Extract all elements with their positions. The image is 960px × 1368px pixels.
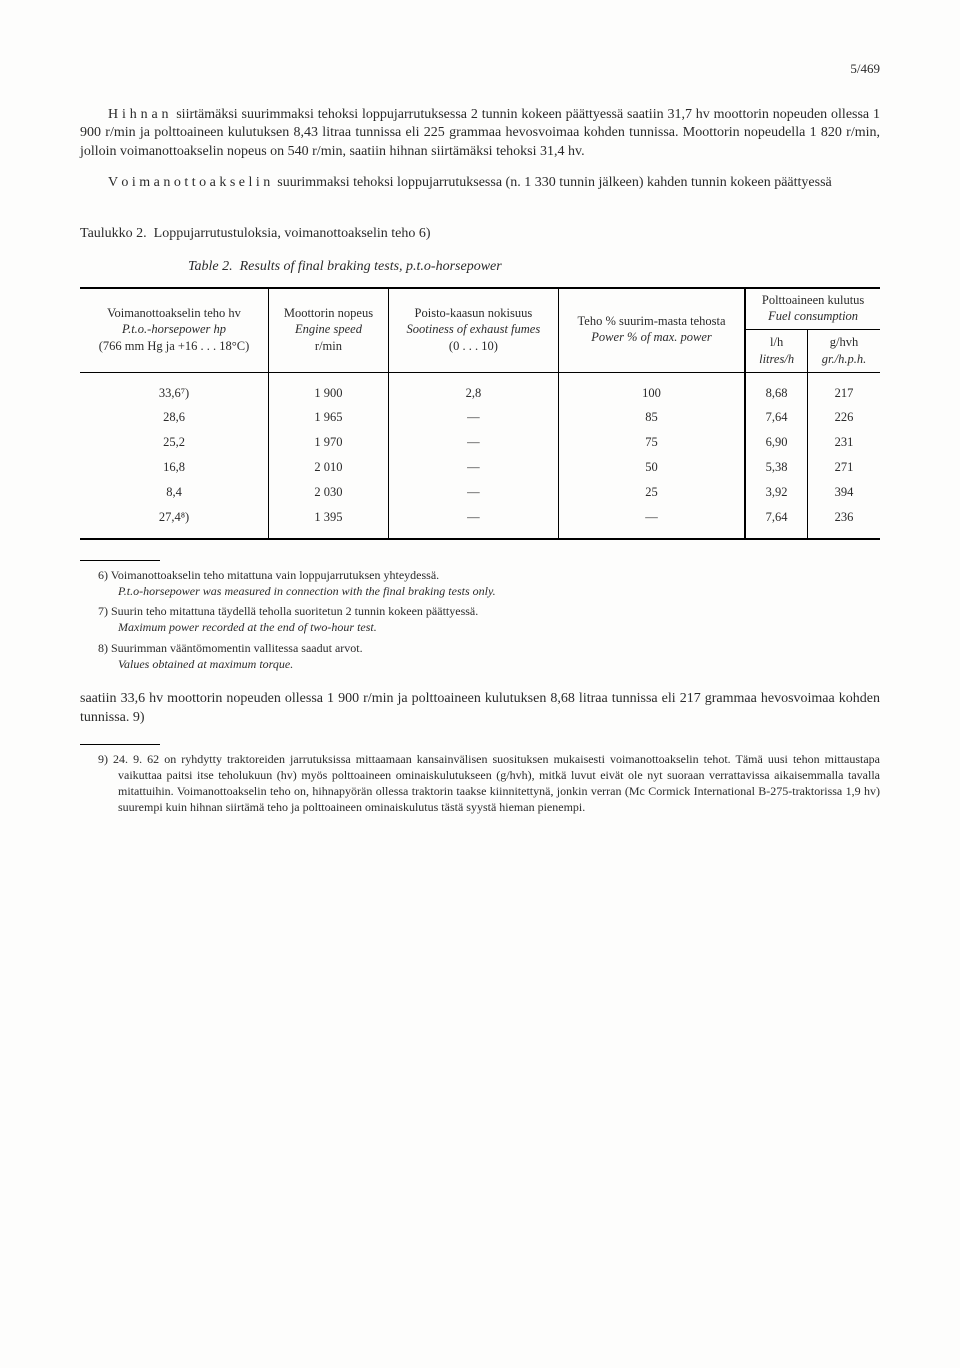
paragraph-3: saatiin 33,6 hv moottorin nopeuden olles…: [80, 690, 880, 728]
hdr-col5-b: Fuel consumption: [754, 308, 872, 325]
table-cell: 2,8: [388, 372, 558, 405]
hdr-col3-b: Sootiness of exhaust fumes: [397, 321, 550, 338]
table-row: 33,6⁷)1 9002,81008,68217: [80, 372, 880, 405]
hdr-col5-1a: l/h: [754, 334, 799, 351]
table-cell: 16,8: [80, 455, 269, 480]
table-cell: 1 395: [269, 505, 389, 539]
table-cell: 226: [808, 405, 880, 430]
table-cell: —: [388, 405, 558, 430]
table-cell: 50: [558, 455, 745, 480]
table-row: 25,21 970—756,90231: [80, 430, 880, 455]
footnote-rule-2: [80, 744, 160, 745]
hdr-col1-b: P.t.o.-horsepower hp: [88, 321, 260, 338]
table-cell: 7,64: [745, 405, 807, 430]
table-cell: 8,68: [745, 372, 807, 405]
table-cell: 394: [808, 480, 880, 505]
table-cell: 85: [558, 405, 745, 430]
table-row: 28,61 965—857,64226: [80, 405, 880, 430]
hdr-col3-c: (0 . . . 10): [397, 338, 550, 355]
table-cell: 5,38: [745, 455, 807, 480]
table-cell: 27,4⁸): [80, 505, 269, 539]
table-cell: —: [388, 480, 558, 505]
table-row: 16,82 010—505,38271: [80, 455, 880, 480]
footnote: 6) Voimanottoakselin teho mitattuna vain…: [80, 567, 880, 599]
table-cell: —: [558, 505, 745, 539]
hdr-col2-b: Engine speed: [277, 321, 380, 338]
paragraph-1: H i h n a n siirtämäksi suurimmaksi teho…: [80, 106, 880, 163]
table-row: 8,42 030—253,92394: [80, 480, 880, 505]
table-cell: 33,6⁷): [80, 372, 269, 405]
hdr-col5-1b: litres/h: [754, 351, 799, 368]
hdr-col1-c: (766 mm Hg ja +16 . . . 18°C): [88, 338, 260, 355]
table-cell: 236: [808, 505, 880, 539]
table-caption: Taulukko 2. Loppujarrutustuloksia, voima…: [80, 225, 880, 244]
table-row: 27,4⁸)1 395——7,64236: [80, 505, 880, 539]
page-number: 5/469: [80, 60, 880, 78]
hdr-col4-b: Power % of max. power: [567, 329, 736, 346]
footnotes-a: 6) Voimanottoakselin teho mitattuna vain…: [80, 567, 880, 672]
table-cell: 25: [558, 480, 745, 505]
table-cell: 2 010: [269, 455, 389, 480]
table-cell: 1 965: [269, 405, 389, 430]
table-cell: 75: [558, 430, 745, 455]
table-cell: 2 030: [269, 480, 389, 505]
footnote: 7) Suurin teho mitattuna täydellä teholl…: [80, 603, 880, 635]
table-cell: —: [388, 505, 558, 539]
table-cell: 3,92: [745, 480, 807, 505]
footnote: 9) 24. 9. 62 on ryhdytty traktoreiden ja…: [80, 751, 880, 816]
table-cell: 25,2: [80, 430, 269, 455]
table-cell: —: [388, 455, 558, 480]
hdr-col1-a: Voimanottoakselin teho hv: [88, 306, 260, 321]
table-caption-sub: Table 2. Results of final braking tests,…: [188, 258, 880, 277]
table-cell: 1 970: [269, 430, 389, 455]
footnote-rule-1: [80, 560, 160, 561]
hdr-col2-a: Moottorin nopeus: [277, 306, 380, 321]
table-cell: —: [388, 430, 558, 455]
hdr-col4-a: Teho % suurim-masta tehosta: [567, 314, 736, 329]
hdr-col5-2a: g/hvh: [816, 334, 872, 351]
hdr-col2-c: r/min: [277, 338, 380, 355]
hdr-col3-a: Poisto-kaasun nokisuus: [397, 306, 550, 321]
table-cell: 217: [808, 372, 880, 405]
results-table: Voimanottoakselin teho hv P.t.o.-horsepo…: [80, 287, 880, 540]
hdr-col5-2b: gr./h.p.h.: [816, 351, 872, 368]
hdr-col5-a: Polttoaineen kulutus: [754, 293, 872, 308]
table-cell: 7,64: [745, 505, 807, 539]
table-cell: 6,90: [745, 430, 807, 455]
table-cell: 8,4: [80, 480, 269, 505]
paragraph-2: V o i m a n o t t o a k s e l i n suurim…: [80, 174, 880, 193]
footnote: 8) Suurimman vääntömomentin vallitessa s…: [80, 640, 880, 672]
table-cell: 100: [558, 372, 745, 405]
footnotes-b: 9) 24. 9. 62 on ryhdytty traktoreiden ja…: [80, 751, 880, 816]
table-cell: 28,6: [80, 405, 269, 430]
table-cell: 271: [808, 455, 880, 480]
table-body: 33,6⁷)1 9002,81008,6821728,61 965—857,64…: [80, 372, 880, 539]
table-cell: 231: [808, 430, 880, 455]
table-cell: 1 900: [269, 372, 389, 405]
